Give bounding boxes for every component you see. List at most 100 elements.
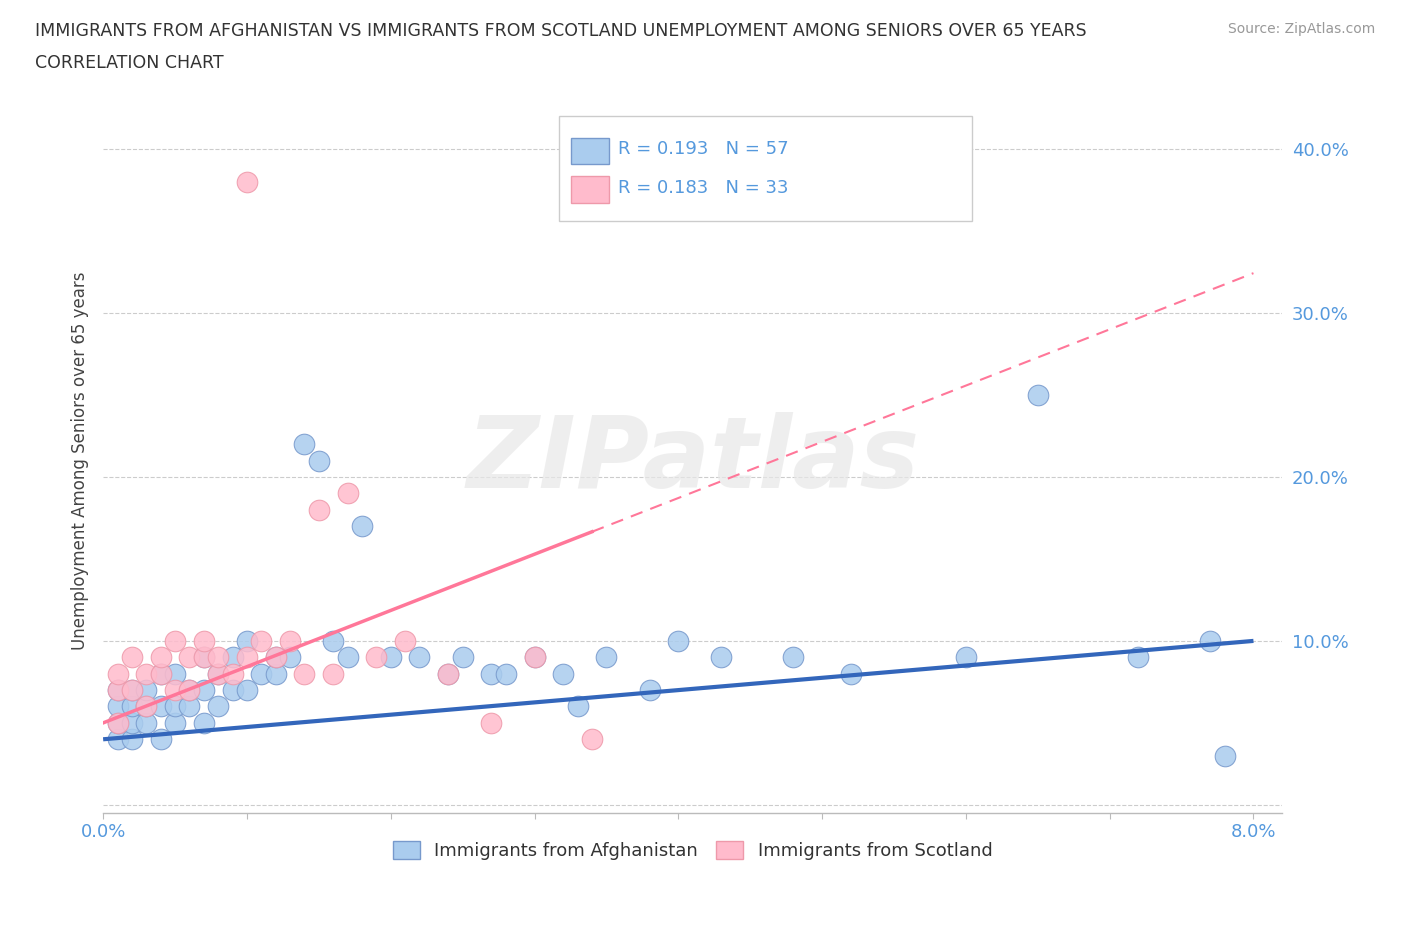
Point: [666, 633, 689, 648]
Point: [121, 715, 143, 730]
Point: [523, 650, 546, 665]
Point: [163, 699, 186, 714]
Point: [179, 683, 201, 698]
Point: [236, 683, 259, 698]
Point: [193, 650, 215, 665]
Point: [308, 453, 330, 468]
Point: [107, 715, 129, 730]
Point: [135, 715, 157, 730]
Text: R = 0.183   N = 33: R = 0.183 N = 33: [619, 179, 789, 197]
Point: [207, 666, 229, 681]
Point: [479, 666, 502, 681]
FancyBboxPatch shape: [560, 116, 972, 220]
Point: [135, 699, 157, 714]
Point: [1199, 633, 1222, 648]
Point: [193, 633, 215, 648]
Point: [294, 437, 316, 452]
Point: [1128, 650, 1150, 665]
Text: Source: ZipAtlas.com: Source: ZipAtlas.com: [1227, 22, 1375, 36]
Point: [207, 699, 229, 714]
Point: [278, 633, 301, 648]
Point: [236, 633, 259, 648]
Point: [451, 650, 474, 665]
Point: [107, 666, 129, 681]
Point: [839, 666, 862, 681]
Point: [553, 666, 575, 681]
Point: [336, 485, 359, 500]
Point: [121, 699, 143, 714]
Point: [394, 633, 416, 648]
Point: [193, 683, 215, 698]
Text: R = 0.193   N = 57: R = 0.193 N = 57: [619, 140, 789, 158]
Point: [221, 683, 243, 698]
Point: [264, 650, 287, 665]
Point: [121, 683, 143, 698]
Point: [163, 666, 186, 681]
Point: [322, 633, 344, 648]
Point: [163, 633, 186, 648]
Point: [193, 650, 215, 665]
Point: [107, 732, 129, 747]
Point: [107, 683, 129, 698]
Point: [1213, 749, 1236, 764]
Point: [221, 666, 243, 681]
Point: [179, 650, 201, 665]
Point: [294, 666, 316, 681]
Point: [567, 699, 589, 714]
Point: [638, 683, 661, 698]
Point: [135, 683, 157, 698]
Point: [437, 666, 460, 681]
Point: [121, 683, 143, 698]
Point: [149, 666, 172, 681]
Point: [336, 650, 359, 665]
Y-axis label: Unemployment Among Seniors over 65 years: Unemployment Among Seniors over 65 years: [72, 272, 89, 650]
Point: [179, 683, 201, 698]
Point: [221, 650, 243, 665]
Point: [350, 519, 373, 534]
Text: IMMIGRANTS FROM AFGHANISTAN VS IMMIGRANTS FROM SCOTLAND UNEMPLOYMENT AMONG SENIO: IMMIGRANTS FROM AFGHANISTAN VS IMMIGRANT…: [35, 22, 1087, 40]
Point: [107, 683, 129, 698]
Point: [107, 699, 129, 714]
Point: [207, 650, 229, 665]
Point: [149, 699, 172, 714]
Point: [710, 650, 733, 665]
Text: ZIPatlas: ZIPatlas: [467, 412, 920, 509]
Point: [366, 650, 388, 665]
Point: [595, 650, 617, 665]
Point: [163, 683, 186, 698]
Point: [437, 666, 460, 681]
Point: [121, 732, 143, 747]
Point: [135, 666, 157, 681]
Point: [264, 666, 287, 681]
Point: [278, 650, 301, 665]
Point: [250, 633, 273, 648]
Point: [149, 666, 172, 681]
Point: [107, 715, 129, 730]
Point: [250, 666, 273, 681]
Point: [1026, 388, 1049, 403]
Point: [380, 650, 402, 665]
Point: [236, 650, 259, 665]
Point: [149, 650, 172, 665]
Point: [322, 666, 344, 681]
Point: [264, 650, 287, 665]
Point: [408, 650, 430, 665]
Bar: [571, 177, 609, 203]
Text: CORRELATION CHART: CORRELATION CHART: [35, 54, 224, 72]
Point: [581, 732, 603, 747]
Point: [207, 666, 229, 681]
Point: [523, 650, 546, 665]
Point: [163, 715, 186, 730]
Point: [193, 715, 215, 730]
Bar: [571, 138, 609, 165]
Point: [236, 174, 259, 189]
Legend: Immigrants from Afghanistan, Immigrants from Scotland: Immigrants from Afghanistan, Immigrants …: [385, 833, 1000, 868]
Point: [782, 650, 804, 665]
Point: [308, 502, 330, 517]
Point: [495, 666, 517, 681]
Point: [149, 732, 172, 747]
Point: [479, 715, 502, 730]
Point: [179, 699, 201, 714]
Point: [121, 650, 143, 665]
Point: [135, 699, 157, 714]
